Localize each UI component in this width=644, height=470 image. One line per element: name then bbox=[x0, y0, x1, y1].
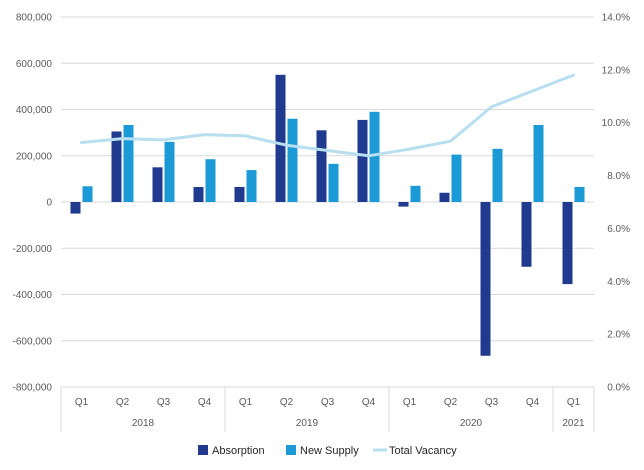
x-tick-label: Q3 bbox=[321, 397, 335, 408]
legend-label: New Supply bbox=[300, 445, 359, 457]
bars bbox=[70, 74, 585, 356]
legend-swatch bbox=[198, 445, 208, 455]
x-tick-label: Q1 bbox=[567, 397, 581, 408]
total-vacancy-line bbox=[80, 73, 575, 158]
absorption-bar bbox=[234, 186, 245, 202]
gridlines bbox=[61, 16, 594, 388]
x-tick-label: Q4 bbox=[526, 397, 540, 408]
x-tick-label: Q2 bbox=[116, 397, 130, 408]
absorption-bar bbox=[193, 186, 204, 202]
x-tick-label: Q3 bbox=[485, 397, 499, 408]
x-tick-label: Q4 bbox=[198, 397, 212, 408]
absorption-bar bbox=[398, 202, 409, 207]
y-left-tick-label: 400,000 bbox=[16, 105, 53, 116]
axes: -800,000 -600,000 -400,000 -200,000 0 200,000… bbox=[13, 13, 630, 432]
year-label: 2019 bbox=[296, 418, 319, 429]
y-right-tick-label: 10.0% bbox=[602, 118, 630, 129]
new-supply-bar bbox=[492, 148, 503, 202]
y-right-tick-label: 8.0% bbox=[607, 171, 630, 182]
y-right-tick-label: 12.0% bbox=[602, 65, 630, 76]
y-right-tick-label: 0.0% bbox=[607, 383, 630, 394]
absorption-bar bbox=[111, 131, 122, 202]
absorption-bar bbox=[316, 130, 327, 202]
x-tick-label: Q2 bbox=[444, 397, 458, 408]
legend-swatch bbox=[286, 445, 296, 455]
x-tick-label: Q1 bbox=[75, 397, 89, 408]
legend-label: Total Vacancy bbox=[389, 445, 457, 457]
new-supply-bar bbox=[369, 111, 380, 202]
legend-label: Absorption bbox=[212, 445, 265, 457]
y-right-tick-label: 2.0% bbox=[607, 330, 630, 341]
absorption-bar bbox=[521, 202, 532, 267]
y-left-tick-label: 200,000 bbox=[16, 151, 53, 162]
y-left-tick-label: 800,000 bbox=[16, 13, 53, 24]
new-supply-bar bbox=[410, 185, 421, 202]
new-supply-bar bbox=[82, 186, 93, 202]
new-supply-bar bbox=[287, 118, 298, 202]
x-tick-label: Q1 bbox=[239, 397, 253, 408]
absorption-bar bbox=[439, 192, 450, 202]
y-right-tick-label: 14.0% bbox=[602, 13, 630, 24]
new-supply-bar bbox=[533, 124, 544, 202]
new-supply-bar bbox=[246, 170, 257, 202]
y-left-tick-label: -800,000 bbox=[13, 383, 53, 394]
absorption-bar bbox=[562, 202, 573, 285]
y-left-tick-label: 0 bbox=[46, 198, 52, 209]
x-tick-label: Q4 bbox=[362, 397, 376, 408]
y-left-tick-label: -200,000 bbox=[13, 244, 53, 255]
year-label: 2018 bbox=[132, 418, 155, 429]
absorption-bar bbox=[70, 202, 81, 214]
y-right-tick-label: 4.0% bbox=[607, 277, 630, 288]
absorption-bar bbox=[152, 167, 163, 202]
legend-new-supply: New Supply bbox=[286, 445, 359, 457]
new-supply-bar bbox=[164, 141, 175, 202]
y-left-tick-label: 600,000 bbox=[16, 59, 53, 70]
new-supply-bar bbox=[205, 159, 216, 202]
year-label: 2020 bbox=[460, 418, 483, 429]
y-right-tick-label: 6.0% bbox=[607, 224, 630, 235]
year-label: 2021 bbox=[562, 418, 585, 429]
new-supply-bar bbox=[328, 163, 339, 202]
x-tick-label: Q1 bbox=[403, 397, 417, 408]
x-tick-label: Q2 bbox=[280, 397, 294, 408]
legend: Absorption New Supply Total Vacancy bbox=[198, 445, 457, 457]
new-supply-bar bbox=[123, 124, 134, 202]
absorption-bar bbox=[275, 74, 286, 202]
legend-total-vacancy: Total Vacancy bbox=[373, 445, 457, 457]
absorption-bar bbox=[357, 119, 368, 202]
y-left-tick-label: -400,000 bbox=[13, 290, 53, 301]
new-supply-bar bbox=[574, 186, 585, 202]
absorption-bar bbox=[480, 202, 491, 356]
vacancy-line-layer bbox=[80, 73, 575, 158]
x-tick-label: Q3 bbox=[157, 397, 171, 408]
legend-absorption: Absorption bbox=[198, 445, 265, 457]
new-supply-bar bbox=[451, 154, 462, 202]
y-left-tick-label: -600,000 bbox=[13, 336, 53, 347]
